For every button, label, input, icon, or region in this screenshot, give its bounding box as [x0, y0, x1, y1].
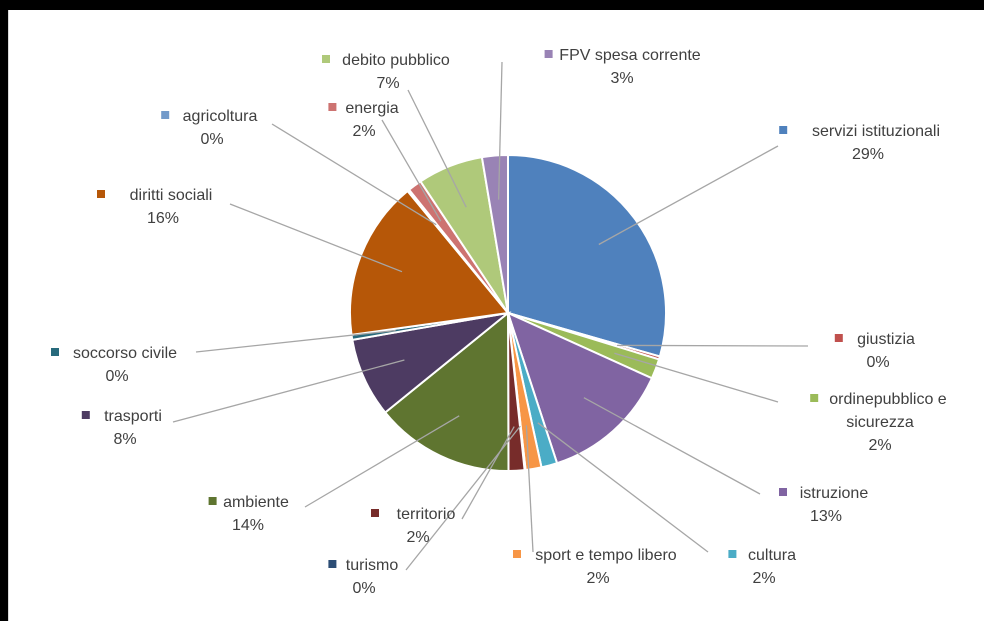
data-label-name: istruzione: [800, 485, 869, 502]
pie-slices: [349, 153, 667, 473]
leader-line-soccorso-civile: [195, 329, 396, 353]
data-label-name: sicurezza: [846, 414, 914, 431]
data-labels: servizi istituzionali 29% giustizia 0% ordin…: [51, 47, 947, 597]
legend-key-square: [322, 55, 330, 63]
leader-line-cultura: [537, 422, 709, 553]
data-label-name: cultura: [748, 547, 796, 564]
leader-line-territorio: [461, 426, 515, 520]
leader-line-debito-pubblico: [407, 89, 467, 208]
data-label-percent: 29%: [852, 146, 884, 163]
data-label-energia: energia 2%: [328, 100, 399, 140]
pie-slice-fpv-spesa-corrente: [480, 153, 509, 314]
data-label-percent: 16%: [147, 210, 179, 227]
legend-key-square: [81, 411, 90, 419]
data-label-name: debito pubblico: [342, 52, 450, 69]
leader-line-servizi-istituzionali: [598, 145, 779, 246]
data-label-percent: 0%: [352, 580, 375, 597]
data-label-name: territorio: [397, 506, 456, 523]
data-label-name: FPV spesa corrente: [559, 47, 701, 64]
data-label-diritti-sociali: diritti sociali 16%: [97, 187, 212, 227]
data-label-percent: 2%: [352, 123, 375, 140]
leader-line-giustizia: [617, 344, 809, 347]
legend-key-square: [161, 111, 170, 119]
leader-line-ordinepubblico-e-sicurezza: [614, 352, 779, 403]
data-label-debito-pubblico: debito pubblico 7%: [322, 52, 450, 92]
legend-key-square: [328, 560, 337, 568]
data-label-name: soccorso civile: [73, 345, 177, 362]
pie-slice-ambiente: [383, 310, 510, 473]
data-label-percent: 2%: [752, 570, 775, 587]
data-label-name: servizi istituzionali: [812, 123, 940, 140]
leader-line-istruzione: [583, 397, 761, 495]
data-label-name: giustizia: [857, 331, 915, 348]
data-label-name: sport e tempo libero: [535, 547, 677, 564]
legend-key-square: [728, 550, 737, 558]
data-label-percent: 0%: [105, 368, 128, 385]
data-label-sport-e-tempo-libero: sport e tempo libero 2%: [513, 547, 677, 587]
leader-line-sport-e-tempo-libero: [525, 425, 534, 553]
legend-key-square: [97, 190, 105, 198]
data-label-name: turismo: [346, 557, 399, 574]
legend-key-square: [208, 497, 217, 505]
legend-key-square: [328, 103, 337, 111]
data-label-percent: 3%: [610, 70, 633, 87]
data-label-istruzione: istruzione 13%: [779, 485, 868, 525]
legend-key-square: [810, 394, 819, 402]
data-label-name: energia: [345, 100, 398, 117]
data-label-territorio: territorio 2%: [371, 506, 455, 546]
data-label-percent: 2%: [406, 529, 429, 546]
data-label-percent: 2%: [868, 437, 891, 454]
leader-line-energia: [381, 119, 442, 222]
data-label-giustizia: giustizia 0%: [834, 331, 915, 371]
data-label-name: ambiente: [223, 494, 289, 511]
leader-line-trasporti: [172, 359, 405, 423]
data-label-ambiente: ambiente 14%: [208, 494, 289, 534]
legend-key-square: [779, 126, 788, 134]
data-label-cultura: cultura 2%: [728, 547, 796, 587]
data-label-soccorso-civile: soccorso civile 0%: [51, 345, 177, 385]
leader-lines: [172, 61, 809, 571]
data-label-ordinepubblico-e-sicurezza: ordinepubblico e sicurezza 2%: [810, 391, 947, 454]
data-label-agricoltura: agricoltura 0%: [161, 108, 257, 148]
leader-line-ambiente: [304, 415, 460, 508]
data-label-percent: 8%: [113, 431, 136, 448]
legend-key-square: [51, 348, 59, 356]
data-label-name: trasporti: [104, 408, 162, 425]
data-label-percent: 14%: [232, 517, 264, 534]
data-label-percent: 0%: [200, 131, 223, 148]
data-label-percent: 2%: [586, 570, 609, 587]
leader-line-agricoltura: [271, 123, 437, 226]
legend-key-square: [371, 509, 379, 517]
data-label-percent: 13%: [810, 508, 842, 525]
legend-key-square: [513, 550, 521, 558]
data-label-trasporti: trasporti 8%: [81, 408, 162, 448]
data-label-percent: 7%: [376, 75, 399, 92]
legend-key-square: [834, 334, 843, 342]
leader-line-diritti-sociali: [229, 203, 403, 273]
data-label-turismo: turismo 0%: [328, 557, 398, 597]
legend-key-square: [779, 488, 787, 496]
leader-line-fpv-spesa-corrente: [497, 61, 503, 200]
pie-slice-istruzione: [506, 311, 654, 465]
legend-key-square: [544, 50, 553, 58]
data-label-name: ordinepubblico e: [829, 391, 947, 408]
data-label-percent: 0%: [866, 354, 889, 371]
data-label-name: agricoltura: [183, 108, 258, 125]
data-label-fpv-spesa-corrente: FPV spesa corrente 3%: [544, 47, 701, 87]
data-label-name: diritti sociali: [130, 187, 213, 204]
data-label-servizi-istituzionali: servizi istituzionali 29%: [779, 123, 940, 163]
pie-slice-servizi-istituzionali: [507, 153, 667, 358]
